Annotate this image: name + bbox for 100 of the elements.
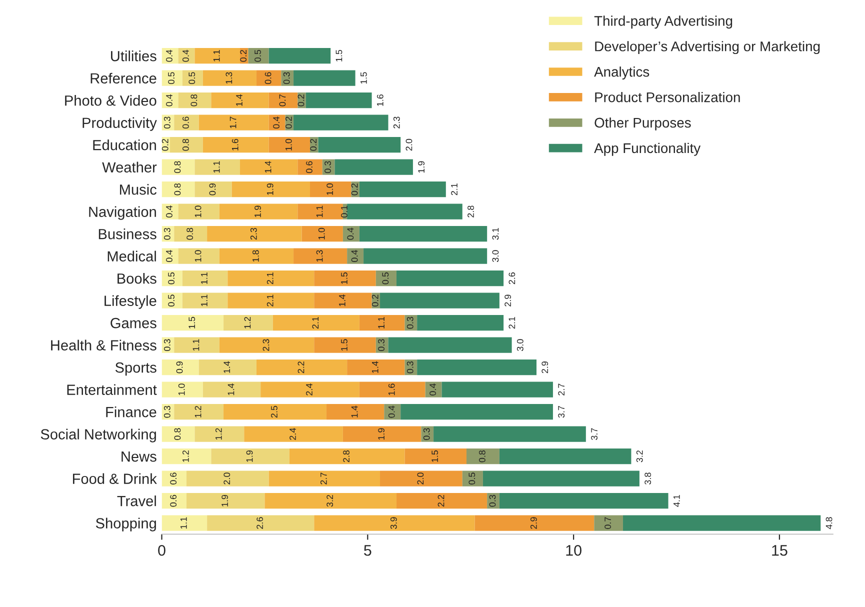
data-label: 2.9	[542, 361, 548, 374]
data-label: 0.9	[176, 361, 183, 374]
bar	[442, 382, 553, 398]
y-tick-label: Shopping	[96, 518, 156, 532]
bar	[186, 493, 265, 509]
bar	[268, 92, 298, 108]
bar	[182, 270, 228, 286]
bar	[174, 404, 224, 420]
y-tick-label: Utilities	[111, 50, 156, 62]
bar	[318, 137, 401, 153]
data-label: 1.1	[213, 50, 220, 62]
data-label: 1.9	[246, 450, 253, 462]
data-label: 0.8	[190, 94, 198, 106]
bar	[162, 159, 195, 175]
data-label: 0.7	[604, 517, 611, 529]
bar	[342, 226, 360, 242]
data-label: 1.0	[326, 183, 334, 195]
bar	[294, 70, 356, 86]
data-label: 2.6	[508, 272, 516, 284]
data-label: 1.5	[432, 450, 438, 462]
bar	[207, 515, 314, 531]
data-label: 1.5	[341, 272, 348, 284]
bar	[162, 382, 203, 398]
y-tick-label: Productivity	[82, 117, 157, 131]
bar	[417, 360, 536, 376]
data-label: 0.4	[273, 116, 280, 129]
bar	[194, 182, 232, 198]
y-tick-label: Reference	[90, 72, 156, 84]
data-label: 4.8	[826, 517, 832, 530]
data-label: 1.4	[224, 361, 230, 373]
data-label: 2.2	[298, 361, 304, 374]
y-tick-label: Games	[110, 318, 156, 328]
bar	[256, 70, 282, 86]
y-tick-label: Navigation	[89, 206, 156, 220]
data-label: 0.3	[283, 72, 290, 84]
bar	[298, 204, 343, 220]
data-label: 3.9	[390, 517, 397, 529]
data-label: 1.1	[378, 316, 384, 328]
bar	[396, 493, 488, 509]
bar	[314, 292, 372, 308]
data-label: 0.2	[285, 116, 292, 129]
data-label: 2.8	[468, 206, 474, 218]
data-label: 2.1	[266, 294, 274, 306]
bar	[334, 159, 413, 175]
bar	[268, 470, 380, 486]
x-tick-label: 15	[772, 545, 788, 556]
data-label: 2.9	[530, 517, 537, 529]
data-label: 0.4	[166, 250, 172, 262]
data-label: 0.2	[162, 139, 168, 151]
bar	[302, 226, 343, 242]
x-tick-label: 0	[158, 544, 166, 556]
bar	[162, 493, 186, 509]
bar	[364, 248, 488, 264]
bar	[219, 337, 314, 353]
bar	[232, 182, 310, 198]
data-label: 0.2	[310, 139, 317, 151]
data-label: 0.4	[351, 250, 358, 262]
data-label: 1.6	[376, 94, 384, 106]
bar	[211, 92, 269, 108]
bar	[264, 493, 396, 509]
bar	[294, 114, 388, 130]
data-label: 1.6	[232, 138, 238, 150]
data-label: 0.4	[430, 384, 436, 396]
data-label: 2.3	[250, 228, 257, 240]
bar	[359, 182, 446, 198]
data-label: 1.4	[236, 94, 242, 106]
bar	[289, 448, 405, 464]
bar	[400, 404, 553, 420]
data-label: 0.9	[209, 183, 216, 196]
data-label: 1.1	[180, 517, 187, 529]
bar	[207, 226, 302, 242]
y-tick-label: Education	[93, 140, 156, 150]
bar	[170, 137, 203, 153]
bar	[224, 404, 326, 420]
data-label: 0.5	[468, 472, 476, 484]
data-label: 0.3	[324, 161, 331, 173]
bar	[162, 70, 182, 86]
bar	[186, 470, 269, 486]
data-label: 1.9	[266, 183, 274, 195]
bar	[298, 159, 322, 175]
data-label: 1.9	[222, 494, 228, 506]
y-tick-label: Books	[118, 273, 156, 284]
bar	[194, 48, 240, 64]
bar	[224, 315, 273, 331]
bar	[162, 470, 186, 486]
data-label: 0.4	[388, 406, 395, 418]
bar	[194, 426, 244, 442]
data-label: 2.1	[451, 183, 458, 196]
data-label: 2.5	[271, 406, 278, 418]
data-label: 0.8	[174, 161, 181, 173]
data-label: 1.9	[378, 428, 384, 440]
y-tick-label: Social Networking	[40, 428, 156, 442]
data-label: 1.9	[418, 161, 425, 173]
legend-label: Developer’s Advertising or Marketing	[595, 41, 820, 54]
data-label: 2.3	[262, 339, 270, 351]
bar	[314, 515, 475, 531]
data-label: 0.3	[164, 339, 170, 351]
bar	[174, 337, 220, 353]
bar	[359, 315, 405, 331]
bar	[182, 70, 203, 86]
